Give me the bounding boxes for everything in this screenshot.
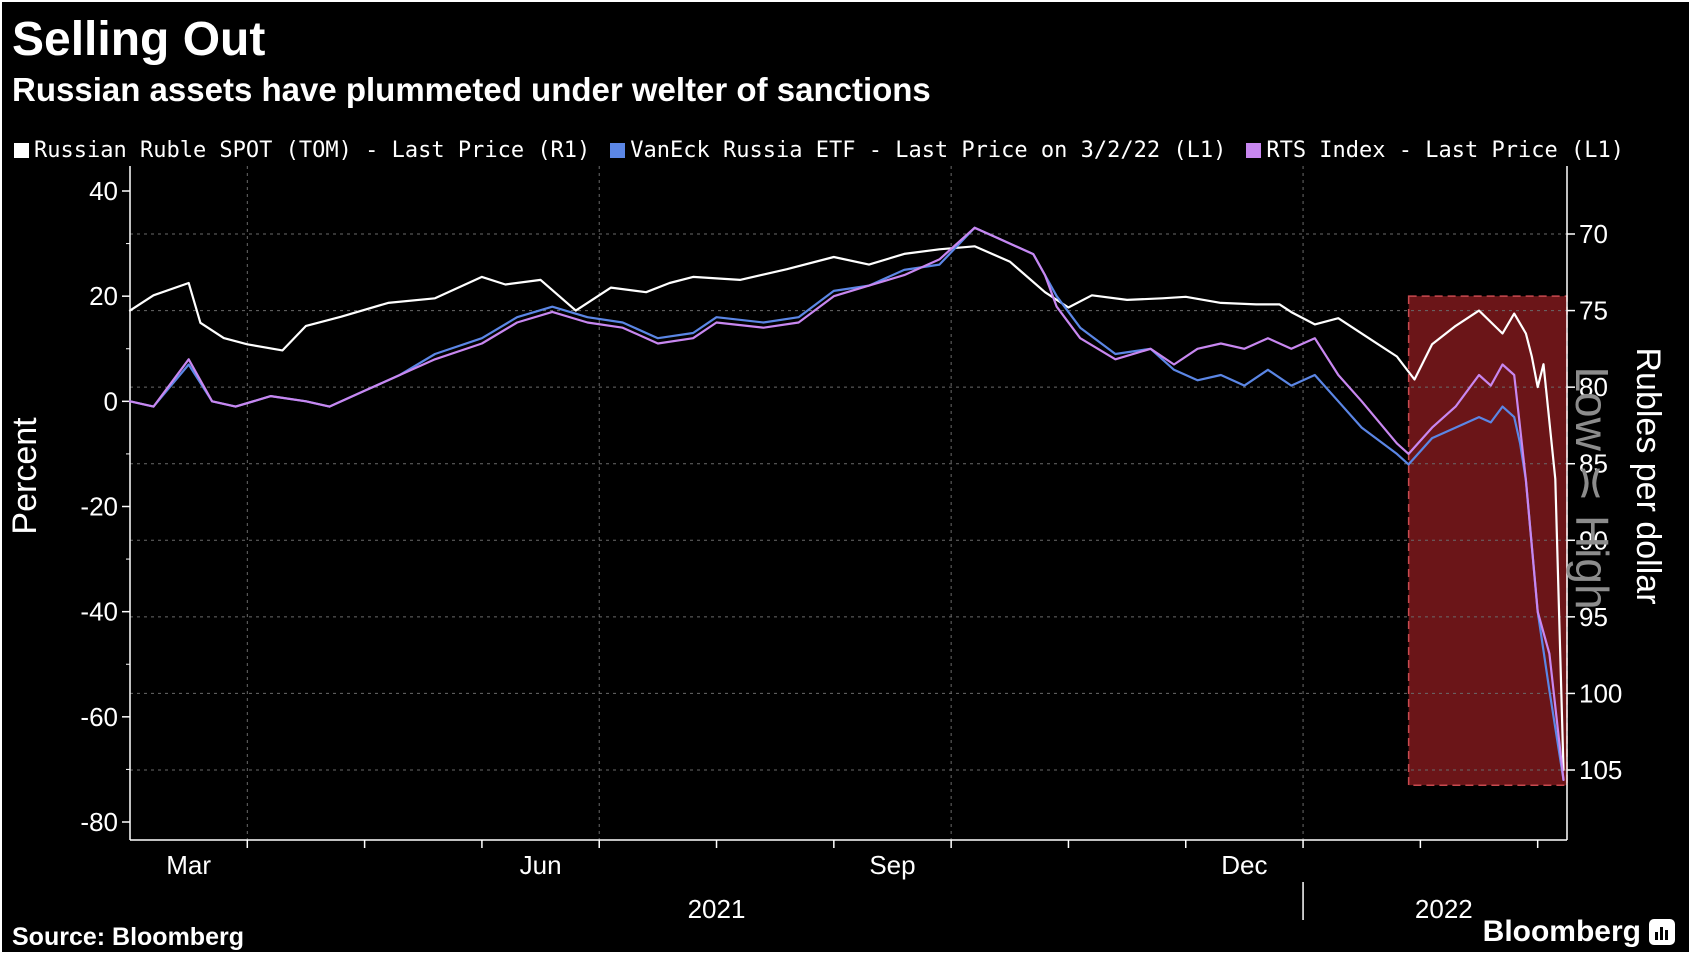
left-tick-label: -20 (80, 492, 118, 522)
legend-label-rts: RTS Index - Last Price (L1) (1266, 137, 1624, 163)
chart-legend: Russian Ruble SPOT (TOM) - Last Price (R… (14, 136, 1624, 164)
x-year-label: 2022 (1415, 894, 1473, 924)
legend-label-ruble: Russian Ruble SPOT (TOM) - Last Price (R… (34, 137, 591, 163)
left-tick-label: -40 (80, 597, 118, 627)
highlight-region (1407, 295, 1568, 786)
bloomberg-chart-icon (1649, 919, 1675, 945)
x-month-label: Mar (166, 850, 211, 880)
series-layer (128, 226, 1565, 782)
x-month-label: Jun (520, 850, 562, 880)
right-tick-label: 70 (1579, 219, 1608, 249)
brand-logo: Bloomberg (1483, 912, 1675, 952)
legend-item-ruble: Russian Ruble SPOT (TOM) - Last Price (R… (14, 138, 590, 163)
legend-swatch-ruble (14, 142, 29, 158)
right-tick-label: 95 (1579, 602, 1608, 632)
x-month-label: Sep (869, 850, 915, 880)
axes: 40 20 0 -20 -40 -60 -80 70 75 80 85 90 95 100 105 Mar Ju… (80, 166, 1622, 924)
gridlines (130, 166, 1567, 840)
left-tick-label: 20 (89, 281, 118, 311)
chart-title: Selling Out (12, 13, 266, 66)
left-tick-label: -60 (80, 702, 118, 732)
x-year-label: 2021 (688, 894, 746, 924)
left-tick-label: 0 (104, 386, 118, 416)
legend-label-vaneck: VanEck Russia ETF - Last Price on 3/2/22… (630, 137, 1227, 163)
right-tick-label: 105 (1579, 755, 1622, 785)
x-month-label: Dec (1221, 850, 1267, 880)
right-tick-label: 100 (1579, 678, 1622, 708)
right-axis-title: Rubles per dollar (1629, 347, 1667, 604)
legend-swatch-vaneck (610, 142, 626, 158)
right-tick-label: 80 (1579, 372, 1608, 402)
right-tick-label: 85 (1579, 449, 1608, 479)
highlight-layer (1407, 295, 1568, 786)
legend-swatch-rts (1246, 142, 1262, 158)
left-axis-title: Percent (6, 417, 44, 535)
left-tick-label: -80 (80, 807, 118, 837)
source-note: Source: Bloomberg (12, 923, 244, 951)
legend-item-vaneck: VanEck Russia ETF - Last Price on 3/2/22… (610, 138, 1226, 163)
left-tick-label: 40 (89, 176, 118, 206)
chart-subtitle: Russian assets have plummeted under welt… (12, 71, 931, 108)
series-line-2 (128, 226, 1565, 782)
right-tick-label: 90 (1579, 525, 1608, 555)
legend-item-rts: RTS Index - Last Price (L1) (1246, 138, 1624, 163)
series-line-0 (128, 245, 1565, 772)
right-tick-label: 75 (1579, 296, 1608, 326)
low-high-annotation: Low ≍ High (1566, 366, 1618, 609)
brand-name: Bloomberg (1482, 915, 1641, 948)
